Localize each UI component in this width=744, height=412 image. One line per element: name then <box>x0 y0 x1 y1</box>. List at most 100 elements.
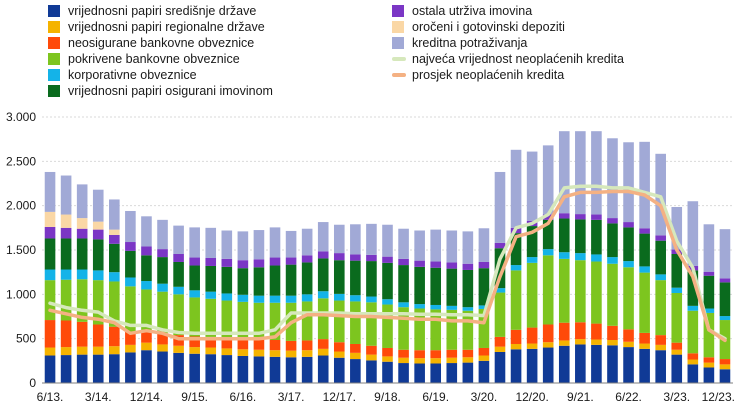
legend-label: najveća vrijednost neoplaćenih kredita <box>412 52 624 66</box>
bar-segment <box>366 296 377 303</box>
bar-segment <box>60 320 72 348</box>
bar-segment <box>366 254 377 262</box>
bar-segment <box>703 275 715 309</box>
bar-segment <box>269 302 281 340</box>
legend-item-other-marketable: ostala utrživa imovina <box>392 3 532 19</box>
bar-segment <box>60 279 72 321</box>
series-line <box>48 189 727 343</box>
x-tick-label: 3/14. <box>85 390 112 404</box>
bar-segment <box>575 131 586 215</box>
bar-segment <box>109 243 120 273</box>
bar-segment <box>125 277 136 287</box>
bar-segment <box>205 298 217 337</box>
bar-segment <box>671 253 683 288</box>
bar-segment <box>253 230 265 260</box>
bar-segment <box>301 340 313 351</box>
legend-line-swatch <box>392 73 406 77</box>
bar-segment <box>639 141 650 229</box>
bar-segment <box>414 308 425 351</box>
bar-segment <box>719 282 731 317</box>
bar-segment <box>703 362 715 368</box>
bar-segment <box>414 304 425 309</box>
bar-stack <box>366 223 377 383</box>
bar-segment <box>446 262 458 269</box>
bar-segment <box>462 357 474 363</box>
bar-segment <box>542 219 554 250</box>
bar-segment <box>623 142 634 223</box>
x-tick-label: 6/13. <box>37 390 64 404</box>
bar-segment <box>301 350 313 357</box>
bar-stack <box>719 229 731 383</box>
bar-segment <box>558 131 570 214</box>
bar-segment <box>462 269 474 308</box>
bar-segment <box>607 223 618 258</box>
bar-segment <box>382 347 393 357</box>
bar-segment <box>607 339 618 346</box>
bar-segment <box>526 226 538 258</box>
legend-item-covered-bank: pokrivene bankovne obveznice <box>48 51 240 67</box>
bar-segment <box>221 230 233 259</box>
bar-segment <box>591 261 602 324</box>
bar-stack <box>301 228 313 383</box>
bar-segment <box>510 265 522 271</box>
bar-segment <box>494 248 506 289</box>
bar-segment <box>44 280 56 321</box>
bar-segment <box>398 363 409 383</box>
bar-segment <box>687 364 699 383</box>
bar-segment <box>221 348 233 356</box>
bar-segment <box>382 224 393 257</box>
bar-segment <box>189 297 200 337</box>
bar-segment <box>607 345 618 383</box>
bar-segment <box>109 234 120 244</box>
bar-segment <box>623 267 634 330</box>
bar-segment <box>173 253 184 262</box>
bar-segment <box>253 302 265 340</box>
bar-stack <box>141 216 152 383</box>
bar-segment <box>398 302 409 308</box>
bar-segment <box>542 145 554 215</box>
bar-segment <box>109 229 120 235</box>
bar-segment <box>623 227 634 262</box>
bar-segment <box>398 307 409 350</box>
bar-segment <box>494 336 506 347</box>
bar-segment <box>60 214 72 228</box>
bar-segment <box>655 240 666 275</box>
bar-segment <box>687 353 699 360</box>
bar-segment <box>157 283 168 292</box>
bar-segment <box>687 305 699 311</box>
bar-segment <box>157 257 168 284</box>
bar-stack <box>607 138 618 383</box>
bar-segment <box>285 295 297 303</box>
bar-segment <box>109 281 120 327</box>
bar-segment <box>237 355 249 383</box>
bar-segment <box>205 291 217 299</box>
legend-label: korporativne obveznice <box>68 68 197 82</box>
legend-label: kreditna potraživanja <box>412 36 528 50</box>
bar-segment <box>76 321 88 347</box>
bar-segment <box>462 307 474 311</box>
x-tick-label: 9/18. <box>374 390 401 404</box>
bar-segment <box>253 356 265 383</box>
bar-segment <box>44 211 56 227</box>
legend-swatch <box>48 53 60 65</box>
legend-line-swatch <box>392 57 406 61</box>
y-tick-label: 3.000 <box>6 110 36 124</box>
bar-segment <box>253 259 265 268</box>
bar-segment <box>382 304 393 348</box>
legend-label: vrijednosni papiri regionalne države <box>68 20 265 34</box>
bar-segment <box>141 281 152 290</box>
bar-segment <box>92 324 104 347</box>
legend-swatch <box>392 5 404 17</box>
bar-segment <box>253 295 265 303</box>
bar-segment <box>719 278 731 283</box>
bar-stack <box>157 219 168 383</box>
bar-segment <box>44 347 56 356</box>
bar-segment <box>350 224 361 255</box>
bar-segment <box>639 343 650 349</box>
bar-segment <box>478 261 490 269</box>
bar-segment <box>237 349 249 356</box>
bar-segment <box>494 351 506 383</box>
bar-segment <box>430 350 442 359</box>
bar-segment <box>446 363 458 383</box>
